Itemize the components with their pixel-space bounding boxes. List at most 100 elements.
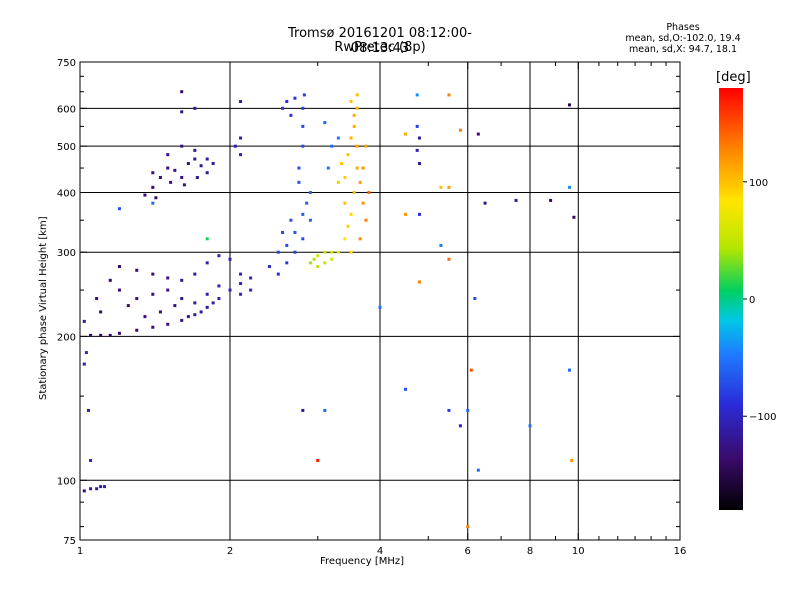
data-point [239, 136, 243, 140]
data-point [352, 190, 356, 194]
y-tick-label: 750 [57, 58, 76, 69]
data-point [193, 272, 197, 276]
data-point [281, 230, 285, 234]
data-point [166, 166, 170, 170]
data-point [239, 282, 243, 286]
data-point [349, 136, 353, 140]
data-point [403, 132, 407, 136]
data-point [193, 106, 197, 110]
data-point [99, 333, 103, 337]
data-point [143, 193, 147, 197]
x-tick-label: 16 [674, 546, 687, 557]
data-point [447, 93, 451, 97]
data-point [293, 96, 297, 100]
data-point [458, 128, 462, 132]
data-point [180, 278, 184, 282]
colorbar-tick-label: −100 [749, 412, 776, 423]
data-point [297, 180, 301, 184]
data-point [82, 362, 86, 366]
data-point [180, 318, 184, 322]
data-point [403, 387, 407, 391]
data-point [570, 458, 574, 462]
data-point [193, 157, 197, 161]
data-point [302, 93, 306, 97]
y-tick-label: 200 [57, 332, 76, 343]
data-point [239, 153, 243, 157]
data-point [355, 144, 359, 148]
data-point [355, 93, 359, 97]
data-point [166, 322, 170, 326]
x-tick-label: 2 [227, 546, 233, 557]
data-point [103, 485, 107, 489]
x-tick-label: 4 [377, 546, 383, 557]
data-point [180, 90, 184, 94]
data-point [343, 175, 347, 179]
data-point [173, 168, 177, 172]
data-point [276, 272, 280, 276]
data-point [239, 292, 243, 296]
data-point [316, 458, 320, 462]
data-point [135, 268, 139, 272]
data-point [151, 171, 155, 175]
data-point [289, 113, 293, 117]
x-tick-label: 1 [77, 546, 83, 557]
data-point [301, 237, 305, 241]
data-point [336, 136, 340, 140]
data-point [458, 424, 462, 428]
data-point [364, 144, 368, 148]
phases-heading: Phases [666, 22, 700, 33]
data-point [108, 333, 112, 337]
chart-title: Tromsø 20161201 08:12:00-08:13:43 [288, 26, 472, 56]
data-point [415, 93, 419, 97]
data-point [336, 250, 340, 254]
data-point [285, 261, 289, 265]
data-point [330, 257, 334, 261]
data-point [89, 487, 93, 491]
data-point [361, 201, 365, 205]
colorbar-unit-label: [deg] [716, 70, 751, 85]
data-point [567, 103, 571, 107]
data-point [323, 408, 327, 412]
data-point [439, 243, 443, 247]
data-point [180, 297, 184, 301]
data-point [95, 297, 99, 301]
data-point [330, 144, 334, 148]
data-point [186, 161, 190, 165]
data-point [205, 157, 209, 161]
data-point [349, 100, 353, 104]
y-tick-label: 100 [57, 476, 76, 487]
x-tick-label: 8 [527, 546, 533, 557]
data-point [193, 148, 197, 152]
data-point [361, 166, 365, 170]
data-point [447, 257, 451, 261]
data-point [301, 212, 305, 216]
data-point [293, 250, 297, 254]
data-point [211, 301, 215, 305]
data-point [476, 468, 480, 472]
data-point [205, 171, 209, 175]
data-point [276, 250, 280, 254]
data-point [549, 198, 553, 202]
data-point [233, 144, 237, 148]
data-point [352, 113, 356, 117]
data-point [182, 183, 186, 187]
data-point [169, 180, 173, 184]
data-point [180, 144, 184, 148]
data-point [289, 218, 293, 222]
data-point [323, 261, 327, 265]
data-point [572, 215, 576, 219]
data-point [285, 100, 289, 104]
data-point [417, 212, 421, 216]
data-point [126, 304, 130, 308]
data-point [135, 297, 139, 301]
data-point [239, 272, 243, 276]
data-point [117, 288, 121, 292]
data-point [82, 489, 86, 493]
data-point [483, 201, 487, 205]
data-point [99, 310, 103, 314]
data-point [180, 110, 184, 114]
data-point [326, 166, 330, 170]
data-point [349, 212, 353, 216]
data-point [228, 257, 232, 261]
colorbar-tick-label: 0 [749, 295, 755, 306]
